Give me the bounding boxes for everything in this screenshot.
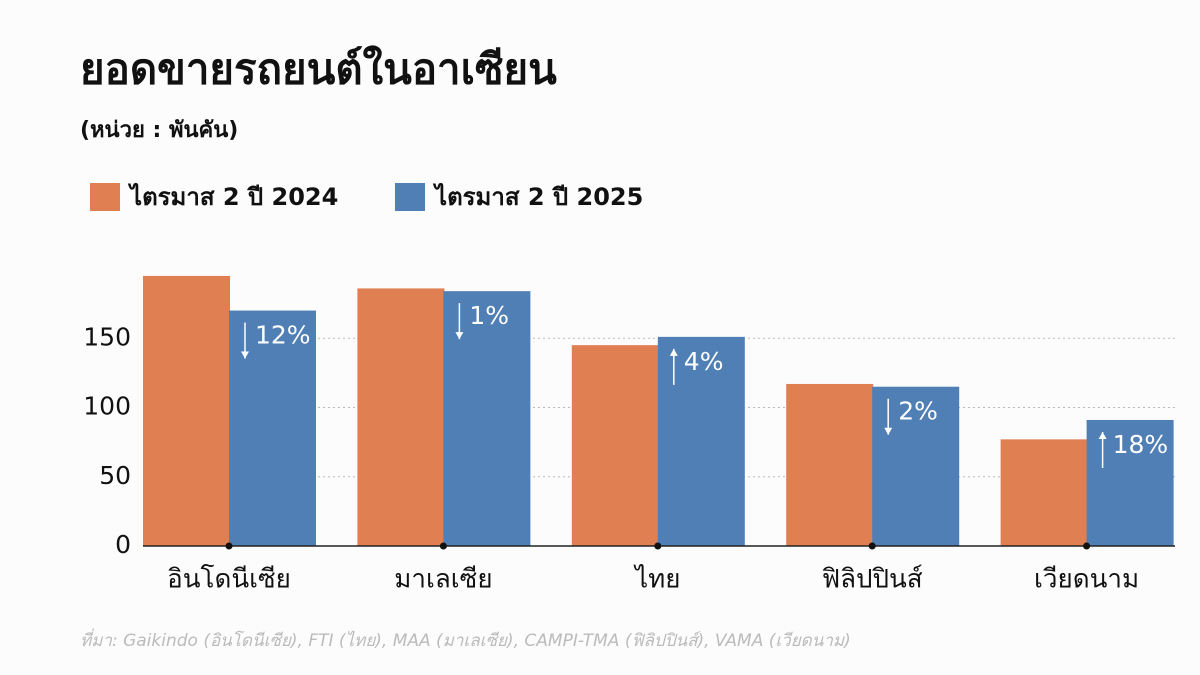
annotation-arrowhead [884, 427, 893, 435]
legend-swatch [90, 183, 120, 211]
y-tick-label: 150 [83, 322, 131, 351]
bar [357, 288, 445, 546]
annotation: 2% [898, 397, 938, 426]
bar [1086, 419, 1174, 546]
category-dot [225, 542, 233, 550]
bar [143, 275, 230, 546]
y-tick-label: 0 [115, 530, 131, 559]
x-tick-label: ฟิลิปปินส์ [822, 565, 923, 595]
bar [571, 345, 659, 546]
annotation: 1% [469, 301, 509, 330]
category-dot [439, 542, 447, 550]
bar [1000, 439, 1088, 546]
bar [786, 383, 874, 546]
x-tick-label: เวียดนาม [1034, 565, 1139, 595]
bar [657, 336, 745, 546]
annotation-arrowhead [455, 332, 464, 340]
y-tick-label: 100 [83, 392, 131, 421]
annotation-arrowhead [241, 351, 249, 359]
annotation-arrowhead [669, 348, 678, 356]
bar [229, 310, 316, 546]
bar [872, 386, 960, 546]
category-dot [868, 542, 876, 550]
chart-title: ยอดขายรถยนต์ในอาเซียน [80, 45, 557, 94]
source: ที่มา: Gaikindo (อินโดนีเซีย), FTI (ไทย)… [80, 628, 851, 651]
annotation-arrowhead [1098, 431, 1107, 439]
annotation: 12% [255, 321, 311, 350]
legend-label: ไตรมาส 2 ปี 2025 [432, 182, 643, 211]
x-tick-label: ไทย [633, 564, 680, 595]
annotation: 4% [684, 347, 724, 376]
legend-swatch [395, 183, 425, 211]
chart-subtitle: (หน่วย : พันคัน) [80, 118, 238, 143]
x-tick-label: มาเลเซีย [394, 565, 492, 595]
category-dot [654, 542, 662, 550]
legend-label: ไตรมาส 2 ปี 2024 [127, 182, 338, 211]
y-tick-label: 50 [99, 461, 131, 490]
category-dot [1083, 542, 1091, 550]
x-tick-label: อินโดนีเซีย [167, 564, 291, 595]
annotation: 18% [1113, 430, 1169, 459]
